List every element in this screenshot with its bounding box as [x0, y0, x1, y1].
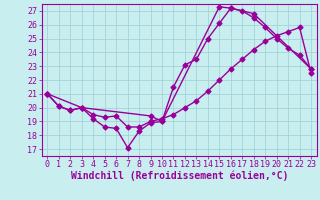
X-axis label: Windchill (Refroidissement éolien,°C): Windchill (Refroidissement éolien,°C) [70, 171, 288, 181]
